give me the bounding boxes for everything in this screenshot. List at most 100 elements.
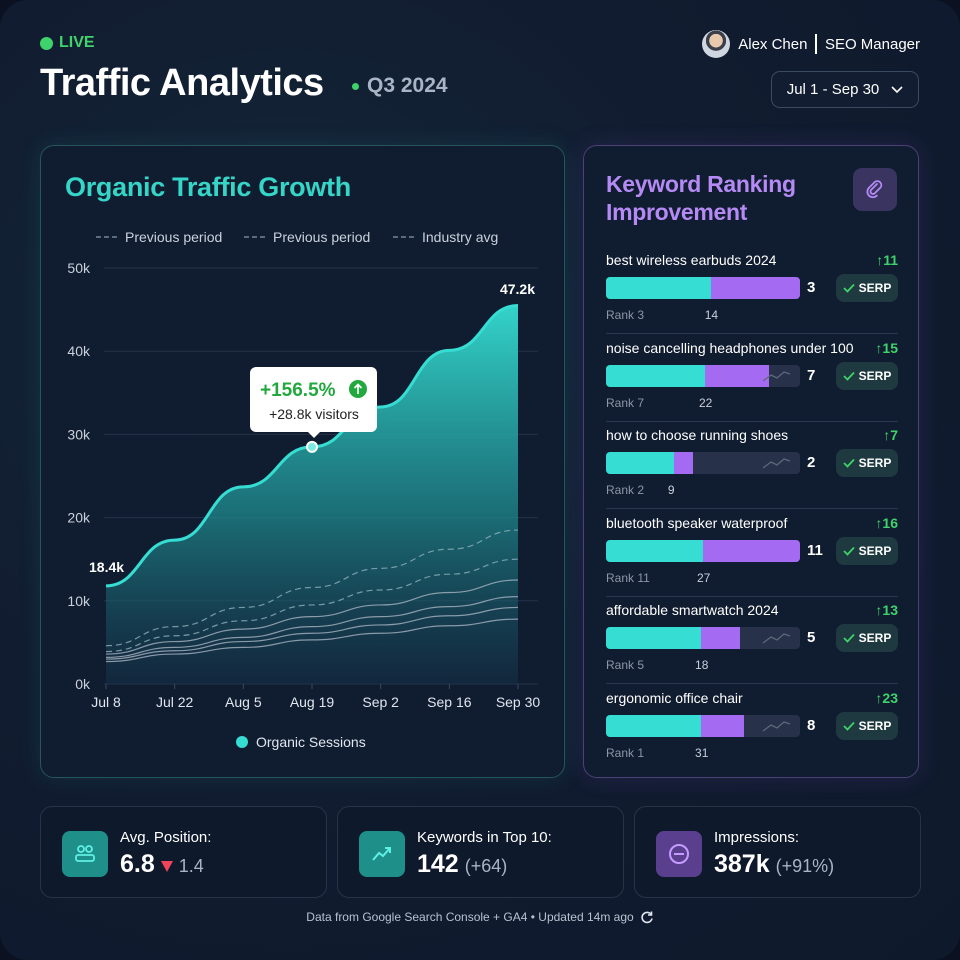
serp-label: SERP xyxy=(858,456,892,470)
triangle-down-icon xyxy=(160,861,173,872)
gain-fill xyxy=(673,452,694,474)
current-rank-fill xyxy=(606,364,705,387)
keyword-row[interactable]: noise cancelling headphones under 100 ↑1… xyxy=(606,340,898,428)
rank-from: Rank 1 xyxy=(606,745,645,760)
tooltip-percent: +156.5% xyxy=(260,380,336,401)
rank-change-value: 7 xyxy=(890,427,898,443)
divider xyxy=(815,34,817,54)
comparison-line xyxy=(105,596,519,658)
stat-change: (+91%) xyxy=(775,856,835,876)
serp-label: SERP xyxy=(858,718,892,733)
rank-to: 22 xyxy=(698,395,713,410)
x-tick-label: Sep 2 xyxy=(362,694,399,710)
current-rank: 5 xyxy=(807,629,816,646)
current-rank-fill xyxy=(606,714,702,737)
live-label: LIVE xyxy=(59,34,95,51)
avatar xyxy=(702,30,731,58)
user-profile[interactable]: Alex Chen SEO Manager xyxy=(702,30,920,58)
start-value-label: 18.4k xyxy=(89,559,124,575)
serp-label: SERP xyxy=(858,281,892,295)
legend-dot-icon xyxy=(236,736,248,748)
y-tick-label: 30k xyxy=(67,426,91,442)
y-tick-label: 50k xyxy=(67,260,91,276)
chevron-down-icon xyxy=(891,85,903,93)
comparison-line xyxy=(105,558,519,653)
divider xyxy=(606,420,898,422)
keyword-name: how to choose running shoes xyxy=(606,427,789,443)
serp-label: SERP xyxy=(858,543,892,558)
divider xyxy=(606,508,898,509)
serp-badge[interactable]: SERP xyxy=(836,274,898,302)
trend-up-icon xyxy=(359,831,405,877)
divider xyxy=(606,333,898,334)
y-tick-label: 0k xyxy=(75,676,91,692)
current-rank: 8 xyxy=(807,716,816,734)
rank-progress-bar xyxy=(606,364,800,387)
rank-progress-bar xyxy=(606,714,800,737)
serp-label: SERP xyxy=(858,631,892,645)
stat-value: 142 xyxy=(417,850,459,878)
rank-change-value: 11 xyxy=(883,252,898,268)
divider xyxy=(606,595,898,597)
refresh-icon[interactable] xyxy=(640,910,654,924)
x-tick-label: Jul 8 xyxy=(91,694,121,710)
rank-change-value: 23 xyxy=(882,689,898,706)
rank-to: 31 xyxy=(695,745,709,760)
check-icon xyxy=(843,721,855,731)
keyword-row[interactable]: ergonomic office chair ↑23 8 SERP Rank 1… xyxy=(606,690,898,778)
comparison-line xyxy=(105,606,519,660)
highlight-point[interactable] xyxy=(306,440,318,453)
link-button[interactable] xyxy=(853,168,897,211)
bottom-legend-label[interactable]: Organic Sessions xyxy=(256,734,366,750)
current-rank-fill xyxy=(606,452,674,474)
check-icon xyxy=(843,633,855,643)
check-icon xyxy=(843,283,855,293)
serp-label: SERP xyxy=(858,368,892,383)
stat-label: Impressions: xyxy=(714,829,800,846)
end-value-label: 47.2k xyxy=(500,281,535,297)
serp-badge[interactable]: SERP xyxy=(836,449,898,477)
rank-from: Rank 11 xyxy=(606,570,650,585)
keyword-ranking-card: Keyword Ranking Improvement best wireles… xyxy=(583,145,919,778)
period-dot-icon xyxy=(352,82,359,90)
date-range-dropdown[interactable]: Jul 1 - Sep 30 xyxy=(771,71,919,108)
gain-fill xyxy=(701,627,740,649)
serp-badge[interactable]: SERP xyxy=(836,711,898,740)
current-rank: 2 xyxy=(807,454,816,471)
legend-item[interactable]: Industry avg xyxy=(422,229,498,245)
stat-card: Keywords in Top 10: 142 (+64) xyxy=(337,806,624,898)
date-range-value: Jul 1 - Sep 30 xyxy=(786,81,880,98)
link-icon xyxy=(866,179,883,198)
period-text: Q3 2024 xyxy=(367,74,448,97)
period-label: Q3 2024 xyxy=(352,74,448,98)
keyword-row[interactable]: bluetooth speaker waterproof ↑16 11 SERP… xyxy=(606,515,898,603)
keyword-row[interactable]: how to choose running shoes ↑7 2 SERP Ra… xyxy=(606,427,898,515)
user-role: SEO Manager xyxy=(824,35,920,53)
current-rank: 7 xyxy=(807,366,816,384)
comparison-line xyxy=(105,618,519,663)
legend-item[interactable]: Previous period xyxy=(273,229,370,245)
rank-from: Rank 2 xyxy=(606,483,645,497)
rank-progress-bar xyxy=(606,627,800,649)
current-rank-fill xyxy=(606,539,703,562)
serp-badge[interactable]: SERP xyxy=(836,361,898,390)
x-tick-label: Aug 5 xyxy=(225,694,262,710)
live-dot-icon xyxy=(40,36,53,50)
keyword-row[interactable]: best wireless earbuds 2024 ↑11 3 SERP Ra… xyxy=(606,252,898,340)
growth-tooltip: +156.5% +28.8k visitors xyxy=(250,367,377,438)
legend-item[interactable]: Previous period xyxy=(125,229,222,245)
users-icon xyxy=(62,831,108,877)
serp-badge[interactable]: SERP xyxy=(836,536,898,565)
sparkline-icon xyxy=(762,633,791,644)
x-tick-label: Jul 22 xyxy=(156,694,194,710)
check-icon xyxy=(843,546,855,556)
x-tick-label: Sep 30 xyxy=(496,694,541,710)
keyword-row[interactable]: affordable smartwatch 2024 ↑13 5 SERP Ra… xyxy=(606,602,898,690)
rank-from: Rank 3 xyxy=(606,308,645,322)
current-rank-fill xyxy=(606,627,702,649)
keyword-name: affordable smartwatch 2024 xyxy=(606,602,779,618)
rank-change: ↑16 xyxy=(875,514,898,531)
serp-badge[interactable]: SERP xyxy=(836,624,898,652)
rank-to: 27 xyxy=(697,570,711,585)
